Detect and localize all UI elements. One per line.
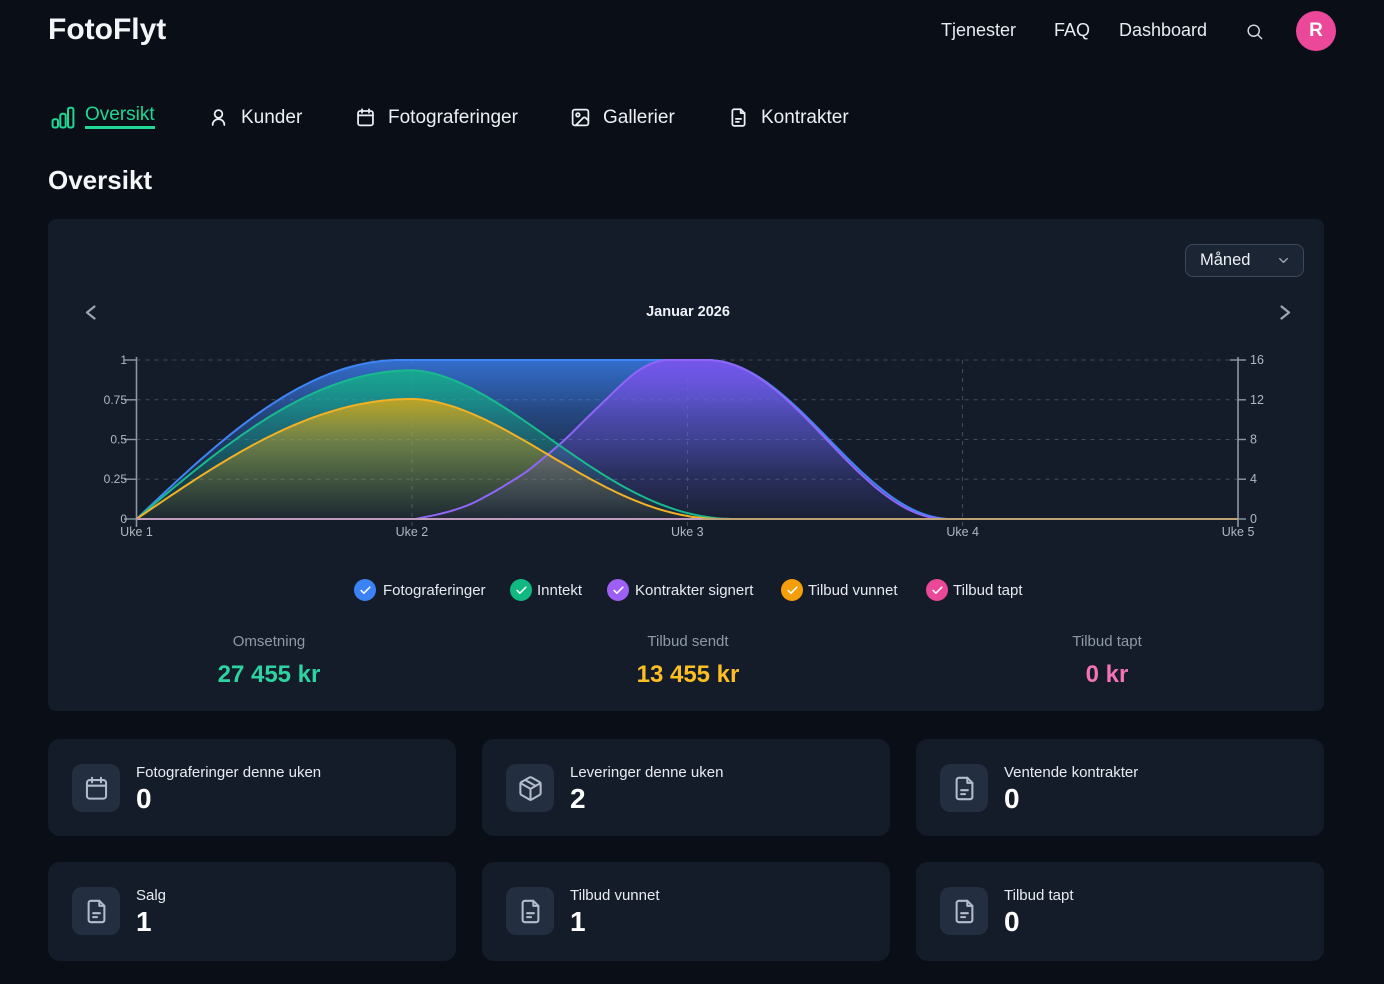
svg-text:12: 12 [1250, 393, 1264, 407]
svg-text:0.5: 0.5 [110, 433, 127, 447]
svg-text:Uke 2: Uke 2 [396, 525, 429, 539]
svg-text:0: 0 [120, 512, 127, 526]
svg-text:Uke 1: Uke 1 [120, 525, 153, 539]
svg-text:0.75: 0.75 [104, 393, 128, 407]
svg-text:Uke 3: Uke 3 [671, 525, 704, 539]
svg-text:0.25: 0.25 [104, 472, 128, 486]
svg-text:8: 8 [1250, 433, 1257, 447]
svg-text:16: 16 [1250, 353, 1264, 367]
svg-text:Uke 5: Uke 5 [1222, 525, 1255, 539]
svg-text:4: 4 [1250, 472, 1257, 486]
svg-text:Uke 4: Uke 4 [946, 525, 979, 539]
svg-text:0: 0 [1250, 512, 1257, 526]
svg-text:1: 1 [120, 353, 127, 367]
